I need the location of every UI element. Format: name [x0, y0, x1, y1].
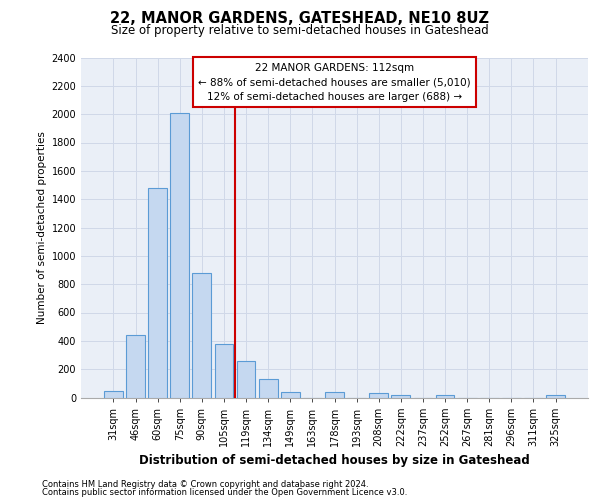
- Bar: [436, 394, 454, 398]
- Bar: [325, 392, 344, 398]
- Text: 22, MANOR GARDENS, GATESHEAD, NE10 8UZ: 22, MANOR GARDENS, GATESHEAD, NE10 8UZ: [110, 11, 490, 26]
- Bar: [104, 391, 123, 398]
- Bar: [126, 335, 145, 398]
- Bar: [148, 188, 167, 398]
- Bar: [281, 392, 299, 398]
- Bar: [170, 113, 189, 398]
- Bar: [193, 273, 211, 398]
- Text: Contains public sector information licensed under the Open Government Licence v3: Contains public sector information licen…: [42, 488, 407, 497]
- Bar: [259, 379, 278, 398]
- Text: Contains HM Land Registry data © Crown copyright and database right 2024.: Contains HM Land Registry data © Crown c…: [42, 480, 368, 489]
- Text: Size of property relative to semi-detached houses in Gateshead: Size of property relative to semi-detach…: [111, 24, 489, 37]
- Bar: [370, 393, 388, 398]
- Bar: [215, 344, 233, 398]
- X-axis label: Distribution of semi-detached houses by size in Gateshead: Distribution of semi-detached houses by …: [139, 454, 530, 468]
- Bar: [391, 394, 410, 398]
- Bar: [546, 396, 565, 398]
- Text: 22 MANOR GARDENS: 112sqm
← 88% of semi-detached houses are smaller (5,010)
12% o: 22 MANOR GARDENS: 112sqm ← 88% of semi-d…: [198, 62, 471, 102]
- Bar: [236, 362, 256, 398]
- Y-axis label: Number of semi-detached properties: Number of semi-detached properties: [37, 131, 47, 324]
